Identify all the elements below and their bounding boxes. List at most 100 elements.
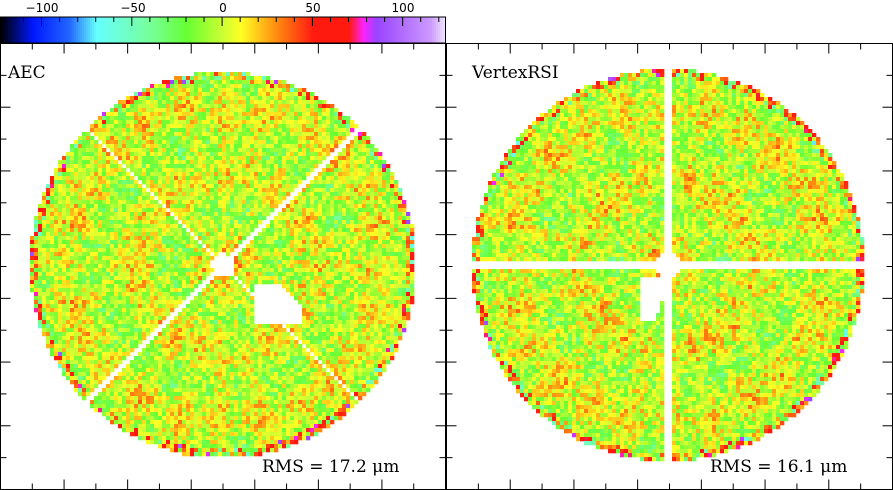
map-cell	[102, 212, 107, 217]
map-cell	[314, 96, 319, 101]
map-cell	[186, 116, 191, 121]
map-cell	[202, 100, 207, 105]
map-cell	[138, 252, 143, 257]
map-cell	[122, 216, 127, 221]
map-cell	[278, 192, 283, 197]
map-cell	[330, 112, 335, 117]
map-cell	[334, 140, 339, 145]
map-cell	[186, 164, 191, 169]
map-cell	[290, 224, 295, 229]
map-cell	[82, 268, 87, 273]
map-cell	[334, 300, 339, 305]
map-cell	[342, 260, 347, 265]
colorbar-segment	[372, 17, 375, 43]
map-cell	[354, 284, 359, 289]
map-cell	[118, 288, 123, 293]
map-cell	[202, 164, 207, 169]
map-cell	[86, 300, 91, 305]
map-cell	[122, 316, 127, 321]
map-cell	[142, 220, 147, 225]
map-cell	[106, 232, 111, 237]
map-cell	[362, 232, 367, 237]
map-cell	[58, 260, 63, 265]
map-cell	[78, 176, 83, 181]
map-cell	[266, 96, 271, 101]
map-cell	[38, 296, 43, 301]
map-cell	[258, 180, 263, 185]
map-cell	[142, 232, 147, 237]
map-cell	[150, 316, 155, 321]
map-cell	[358, 224, 363, 229]
map-cell	[298, 152, 303, 157]
map-cell	[242, 100, 247, 105]
map-cell	[350, 304, 355, 309]
map-cell	[354, 280, 359, 285]
map-cell	[86, 240, 91, 245]
map-cell	[374, 252, 379, 257]
map-cell	[210, 120, 215, 125]
map-cell	[130, 164, 135, 169]
map-cell	[234, 84, 239, 89]
map-cell	[254, 76, 259, 81]
map-cell	[234, 216, 239, 221]
map-cell	[94, 320, 99, 325]
map-cell	[406, 284, 411, 289]
map-cell	[82, 192, 87, 197]
map-cell	[134, 284, 139, 289]
map-cell	[274, 124, 279, 129]
map-cell	[378, 164, 383, 169]
map-cell	[118, 136, 123, 141]
map-cell	[78, 212, 83, 217]
map-cell	[222, 232, 227, 237]
colorbar-segment	[242, 17, 245, 43]
map-cell	[102, 200, 107, 205]
map-cell	[126, 116, 131, 121]
map-cell	[178, 212, 183, 217]
map-cell	[234, 232, 239, 237]
map-cell	[142, 200, 147, 205]
map-cell	[302, 92, 307, 97]
map-cell	[242, 224, 247, 229]
colorbar-segment	[116, 17, 119, 43]
map-cell	[186, 256, 191, 261]
map-cell	[286, 284, 291, 289]
map-cell	[190, 300, 195, 305]
map-cell	[334, 288, 339, 293]
map-cell	[330, 248, 335, 253]
map-cell	[278, 176, 283, 181]
map-cell	[298, 124, 303, 129]
map-cell	[62, 300, 67, 305]
map-cell	[202, 304, 207, 309]
map-cell	[138, 164, 143, 169]
map-cell	[98, 212, 103, 217]
map-cell	[230, 168, 235, 173]
map-cell	[182, 228, 187, 233]
map-cell	[314, 216, 319, 221]
map-cell	[150, 112, 155, 117]
map-cell	[106, 272, 111, 277]
map-cell	[306, 96, 311, 101]
map-cell	[398, 276, 403, 281]
colorbar-segment	[246, 17, 249, 43]
map-cell	[66, 192, 71, 197]
map-cell	[302, 164, 307, 169]
map-cell	[190, 120, 195, 125]
colorbar-segment	[218, 17, 221, 43]
map-cell	[346, 224, 351, 229]
map-cell	[262, 80, 267, 85]
map-cell	[242, 200, 247, 205]
colorbar-segment	[34, 17, 37, 43]
map-cell	[338, 284, 343, 289]
map-cell	[94, 208, 99, 213]
map-cell	[126, 256, 131, 261]
map-cell	[238, 300, 243, 305]
map-cell	[190, 84, 195, 89]
map-cell	[286, 228, 291, 233]
map-cell	[114, 312, 119, 317]
map-cell	[346, 160, 351, 165]
map-cell	[210, 144, 215, 149]
map-cell	[74, 196, 79, 201]
map-cell	[258, 88, 263, 93]
map-cell	[146, 292, 151, 297]
map-cell	[42, 192, 47, 197]
